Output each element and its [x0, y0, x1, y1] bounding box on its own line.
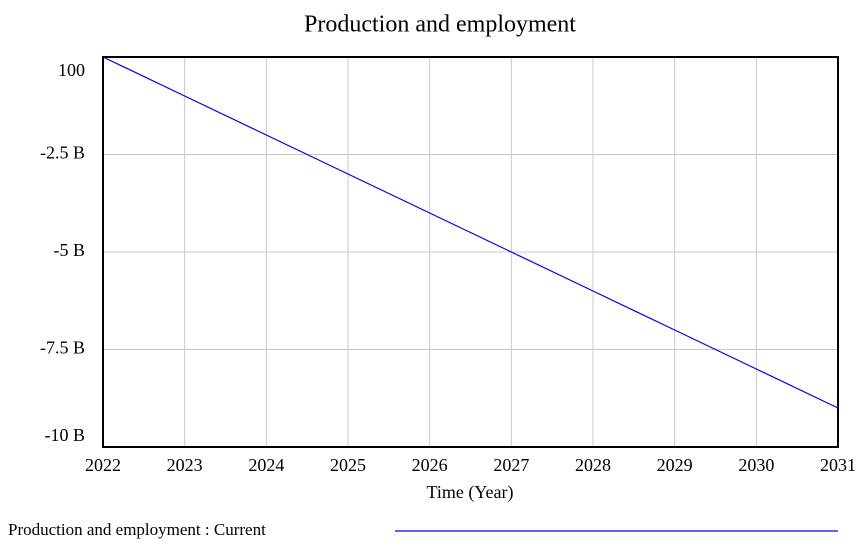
x-tick-label: 2029 [657, 455, 693, 475]
y-tick-label: -10 B [45, 425, 86, 445]
x-tick-label: 2028 [575, 455, 611, 475]
x-tick-label: 2030 [738, 455, 774, 475]
x-axis-label: Time (Year) [426, 482, 513, 503]
chart-title: Production and employment [304, 12, 576, 38]
legend-label: Production and employment : Current [8, 520, 266, 539]
x-tick-label: 2025 [330, 455, 366, 475]
x-tick-label: 2024 [248, 455, 284, 475]
x-tick-label: 2022 [85, 455, 121, 475]
y-tick-label: -7.5 B [40, 338, 85, 358]
y-tick-label: 100 [58, 60, 85, 80]
y-tick-label: -2.5 B [40, 143, 85, 163]
x-tick-label: 2023 [167, 455, 203, 475]
x-tick-label: 2031 [820, 455, 856, 475]
x-tick-label: 2027 [493, 455, 529, 475]
plot-border [102, 56, 839, 448]
series-line [102, 56, 839, 409]
x-tick-label: 2026 [412, 455, 448, 475]
y-tick-label: -5 B [54, 240, 86, 260]
